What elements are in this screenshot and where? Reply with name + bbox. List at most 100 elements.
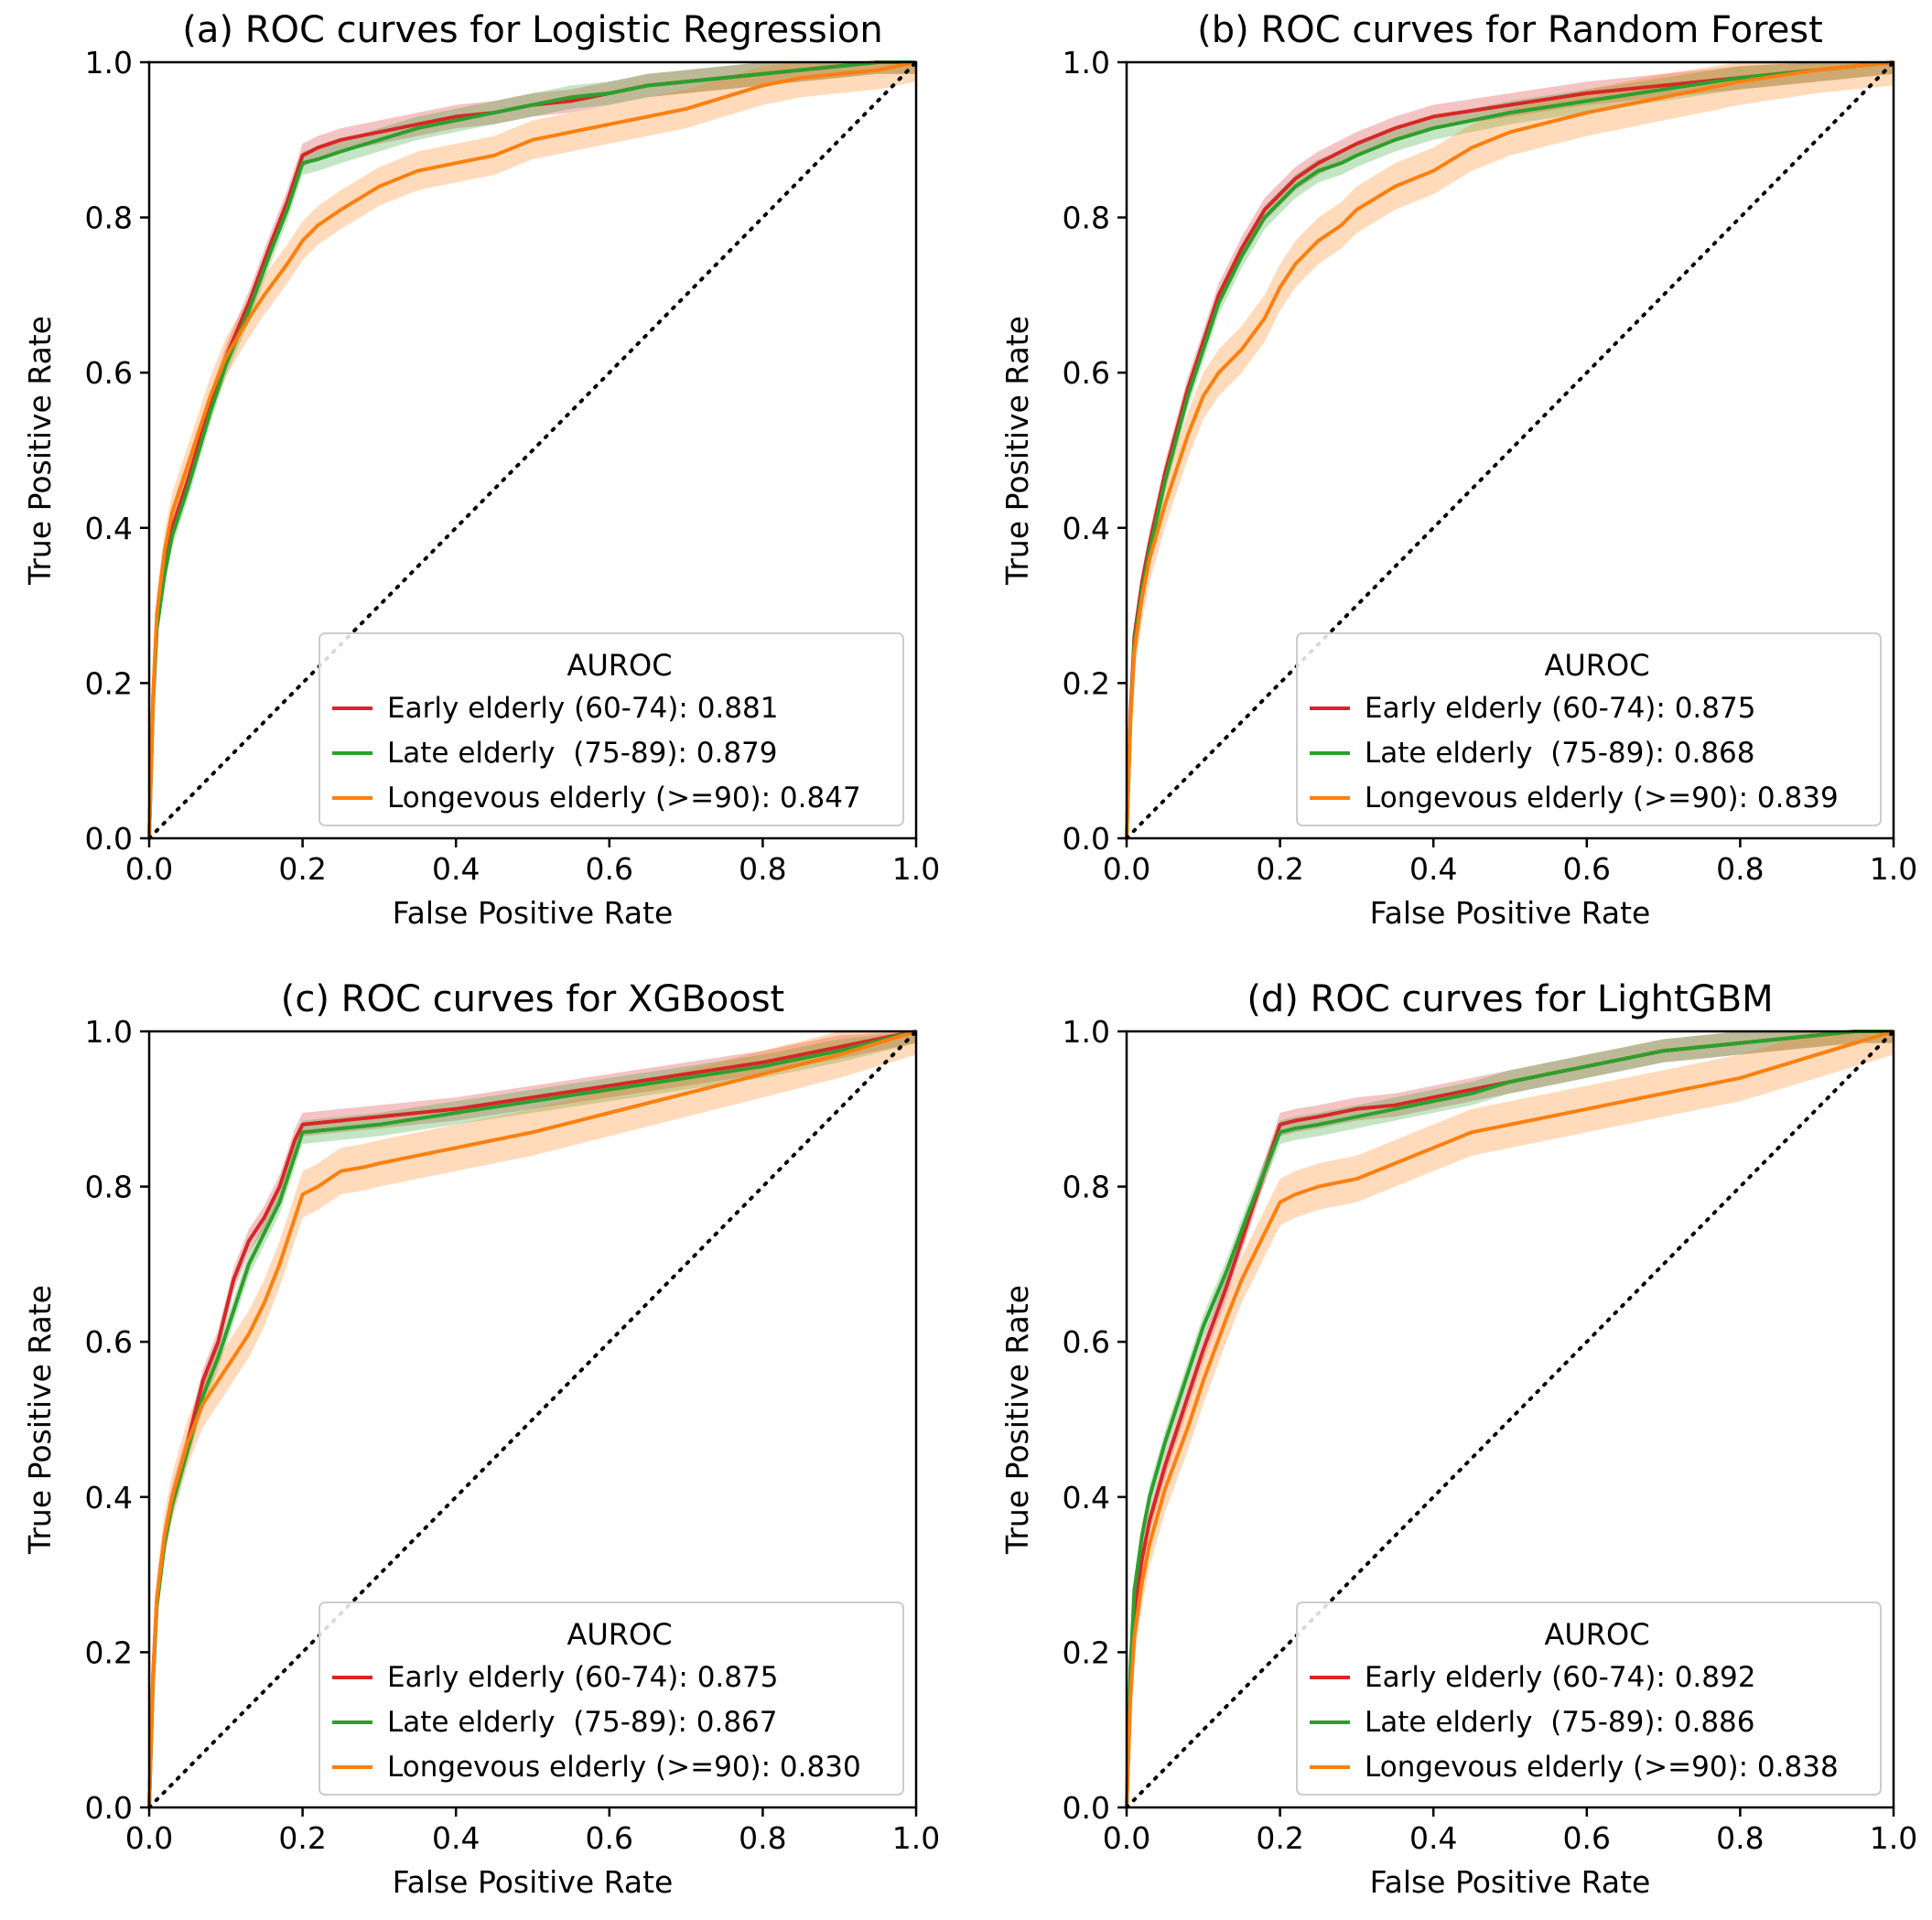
- x-tick-label: 0.4: [432, 851, 480, 887]
- y-tick-label: 1.0: [1063, 45, 1110, 81]
- x-axis-label: False Positive Rate: [1370, 1864, 1651, 1900]
- y-tick-label: 0.8: [85, 1170, 133, 1205]
- x-axis-label: False Positive Rate: [393, 1864, 674, 1900]
- y-tick-label: 0.6: [1063, 1324, 1110, 1360]
- plot-frame: [1125, 60, 1895, 840]
- chance-diagonal: [147, 1030, 918, 1809]
- chance-diagonal: [1125, 60, 1895, 840]
- legend-label: Longevous elderly (>=90): 0.839: [1365, 782, 1839, 814]
- y-tick-label: 0.2: [85, 665, 133, 701]
- y-tick-label: 1.0: [1063, 1014, 1110, 1050]
- chart-panel-c: 0.0 0.2 0.4 0.6 0.8 1.0 0.0 0.2 0.4 0.6 0.8 1.0 (c) …: [22, 978, 940, 1900]
- x-tick-label: 0.2: [278, 1820, 326, 1856]
- y-axis-label: True Positive Rate: [22, 316, 58, 586]
- legend-title: AUROC: [1544, 648, 1649, 683]
- y-tick-label: 0.8: [1063, 200, 1110, 236]
- x-tick-label: 0.6: [1563, 1820, 1611, 1856]
- legend-box: [318, 1602, 904, 1796]
- x-tick-label: 1.0: [1870, 851, 1917, 887]
- legend-box: [318, 632, 904, 826]
- legend-title: AUROC: [1544, 1617, 1649, 1652]
- chart-panel-b: 0.0 0.2 0.4 0.6 0.8 1.0 0.0 0.2 0.4 0.6 0.8 1.0 (b) …: [999, 9, 1917, 931]
- x-tick-label: 0.0: [125, 1820, 173, 1856]
- y-tick-label: 0.4: [1063, 511, 1110, 546]
- x-tick-label: 0.0: [1103, 851, 1150, 887]
- legend-label: Late elderly (75-89): 0.868: [1365, 737, 1755, 770]
- series-line: [147, 1030, 917, 1808]
- y-tick-label: 1.0: [85, 1014, 133, 1050]
- x-tick-label: 0.2: [1256, 1820, 1303, 1856]
- legend: AUROC Early elderly (60-74): 0.881 Late el…: [318, 632, 904, 826]
- series-line: [147, 60, 916, 839]
- plot-frame: [147, 1030, 918, 1809]
- chart-panel-d: 0.0 0.2 0.4 0.6 0.8 1.0 0.0 0.2 0.4 0.6 0.8 1.0 (d) …: [999, 978, 1917, 1900]
- y-tick-label: 0.6: [85, 355, 133, 391]
- legend-label: Late elderly (75-89): 0.867: [387, 1706, 778, 1739]
- y-tick-label: 1.0: [85, 45, 133, 81]
- series-line: [147, 60, 917, 839]
- x-tick-label: 0.8: [739, 851, 786, 887]
- series-line: [1125, 1030, 1894, 1808]
- chart-panel-a: 0.0 0.2 0.4 0.6 0.8 1.0 0.0 0.2 0.4 0.6 0.8 1.0 (a) …: [22, 9, 940, 931]
- y-tick-label: 0.2: [1063, 1634, 1110, 1670]
- legend-box: [1296, 1602, 1882, 1796]
- legend-label: Early elderly (60-74): 0.875: [387, 1661, 778, 1694]
- legend-title: AUROC: [567, 648, 672, 683]
- legend: AUROC Early elderly (60-74): 0.875 Late el…: [318, 1602, 904, 1796]
- y-tick-label: 0.8: [85, 200, 133, 236]
- x-tick-label: 0.8: [1716, 1820, 1764, 1856]
- x-tick-label: 1.0: [892, 1820, 940, 1856]
- plot-frame: [147, 60, 918, 840]
- series-line: [1125, 1030, 1894, 1808]
- chance-diagonal: [147, 60, 918, 840]
- legend: AUROC Early elderly (60-74): 0.892 Late el…: [1296, 1602, 1882, 1796]
- y-tick-label: 0.6: [1063, 355, 1110, 391]
- y-axis-label: True Positive Rate: [22, 1285, 58, 1555]
- x-axis-label: False Positive Rate: [1370, 895, 1651, 931]
- y-tick-label: 0.8: [1063, 1170, 1110, 1205]
- x-tick-label: 0.0: [125, 851, 173, 887]
- y-tick-label: 0.6: [85, 1324, 133, 1360]
- x-tick-label: 0.2: [278, 851, 326, 887]
- x-tick-label: 0.8: [739, 1820, 786, 1856]
- y-tick-label: 0.4: [85, 1480, 133, 1516]
- x-axis-label: False Positive Rate: [393, 895, 674, 931]
- legend-label: Longevous elderly (>=90): 0.830: [387, 1751, 861, 1784]
- confidence-band: [1127, 62, 1894, 838]
- chart-title: (c) ROC curves for XGBoost: [281, 978, 785, 1020]
- y-tick-label: 0.0: [85, 821, 133, 857]
- y-tick-label: 0.4: [85, 511, 133, 546]
- y-tick-label: 0.4: [1063, 1480, 1110, 1516]
- x-tick-label: 1.0: [1870, 1820, 1917, 1856]
- x-tick-label: 0.8: [1716, 851, 1764, 887]
- x-tick-label: 0.4: [1409, 1820, 1457, 1856]
- chart-title: (d) ROC curves for LightGBM: [1247, 978, 1773, 1020]
- x-tick-label: 0.2: [1256, 851, 1303, 887]
- x-tick-label: 1.0: [892, 851, 940, 887]
- legend-label: Early elderly (60-74): 0.892: [1365, 1661, 1755, 1694]
- chart-title: (b) ROC curves for Random Forest: [1197, 9, 1823, 51]
- x-tick-label: 0.4: [1409, 851, 1457, 887]
- x-tick-label: 0.6: [586, 1820, 633, 1856]
- legend-label: Late elderly (75-89): 0.879: [387, 737, 778, 770]
- x-tick-label: 0.6: [586, 851, 633, 887]
- x-tick-label: 0.4: [432, 1820, 480, 1856]
- y-axis-label: True Positive Rate: [999, 316, 1035, 586]
- chance-diagonal: [1125, 1030, 1895, 1809]
- series-line: [1125, 60, 1894, 839]
- legend-label: Early elderly (60-74): 0.881: [387, 692, 778, 725]
- legend-label: Early elderly (60-74): 0.875: [1365, 692, 1755, 725]
- y-tick-label: 0.2: [1063, 665, 1110, 701]
- legend-title: AUROC: [567, 1617, 672, 1652]
- y-axis-label: True Positive Rate: [999, 1285, 1035, 1555]
- y-tick-label: 0.0: [85, 1790, 133, 1826]
- plot-frame: [1125, 1030, 1895, 1809]
- legend-box: [1296, 632, 1882, 826]
- chart-title: (a) ROC curves for Logistic Regression: [182, 9, 882, 51]
- y-tick-label: 0.0: [1063, 821, 1110, 857]
- legend-label: Longevous elderly (>=90): 0.838: [1365, 1751, 1839, 1784]
- x-tick-label: 0.0: [1103, 1820, 1150, 1856]
- legend-label: Longevous elderly (>=90): 0.847: [387, 782, 861, 814]
- x-tick-label: 0.6: [1563, 851, 1611, 887]
